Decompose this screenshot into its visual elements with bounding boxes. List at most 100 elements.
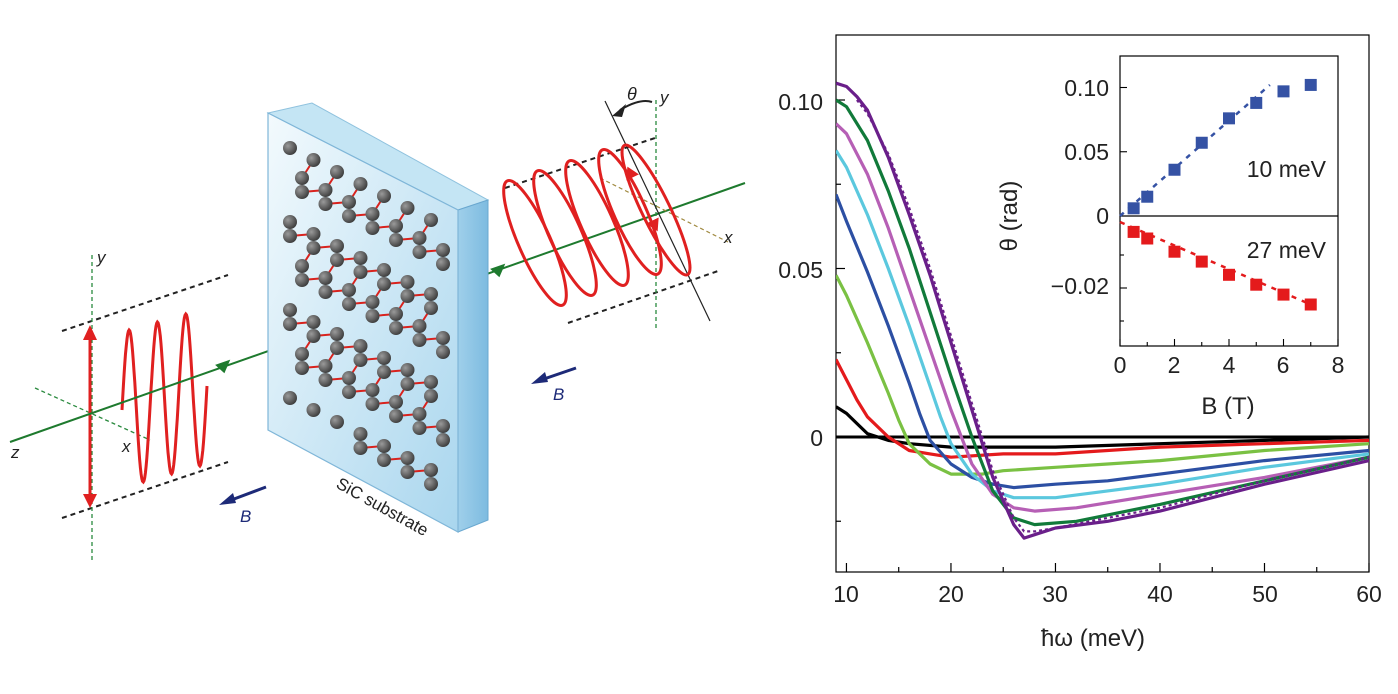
inset-27mev-point: [1127, 225, 1140, 238]
carbon-atom: [424, 477, 438, 491]
inset-27mev-point: [1195, 255, 1208, 268]
inset-top-label: 10 meV: [1247, 156, 1327, 182]
main-xtick-50: 50: [1252, 581, 1278, 607]
inset-x-axis-label: B (T): [1201, 393, 1254, 420]
inset-27mev-points: [1119, 220, 1317, 311]
carbon-atom: [353, 427, 368, 441]
main-ytick-0.05: 0.05: [778, 257, 823, 283]
carbon-atom: [436, 257, 450, 271]
carbon-atom: [377, 277, 391, 291]
carbon-atom: [389, 409, 403, 423]
main-x-axis-label: ħω (meV): [1041, 625, 1145, 652]
carbon-atom: [353, 251, 368, 265]
inset-ytick-0: 0: [1096, 203, 1109, 229]
carbon-atom: [412, 421, 427, 435]
carbon-atom: [377, 263, 391, 277]
b-field-label-right: B: [553, 385, 564, 404]
carbon-atom: [377, 351, 391, 365]
carbon-atom: [412, 245, 427, 259]
rotation-curve-2: [836, 358, 1369, 459]
inset-ticks: [1119, 86, 1339, 346]
x-axis-label-right: x: [723, 228, 733, 247]
carbon-atom: [377, 453, 391, 467]
carbon-atom: [295, 347, 309, 361]
carbon-atom: [389, 219, 403, 233]
carbon-atom: [353, 177, 368, 191]
carbon-atom: [436, 419, 450, 433]
inset-10mev-point: [1304, 78, 1317, 91]
carbon-atom: [400, 201, 415, 215]
carbon-atom: [295, 259, 309, 273]
main-xtick-20: 20: [938, 581, 964, 607]
carbon-atom: [400, 465, 415, 479]
inset-xtick-6: 6: [1277, 352, 1290, 378]
helix-loop: [564, 159, 630, 287]
inset-10mev-point: [1127, 202, 1140, 215]
carbon-atom: [365, 221, 380, 235]
rotation-curve-6: [836, 122, 1369, 513]
carbon-atom: [365, 295, 380, 309]
inset-10mev-point: [1250, 96, 1263, 109]
incoming-linear-polarization-wave: [120, 311, 209, 485]
rotation-curves: [836, 81, 1369, 540]
carbon-atom: [353, 339, 368, 353]
rotation-curve-7: [836, 98, 1369, 527]
carbon-atom: [400, 275, 415, 289]
inset-ytick-0.05: 0.05: [1064, 139, 1109, 165]
inset-27mev-point: [1304, 298, 1317, 311]
carbon-atom: [318, 359, 333, 373]
carbon-atom: [306, 403, 321, 417]
carbon-atom: [318, 183, 333, 197]
rotation-spectrum-plot: 0.10 0.05 0 10 20 30 40 50 60 ħω (meV): [778, 34, 1382, 652]
inset-27mev-point: [1277, 288, 1290, 301]
carbon-atom: [365, 397, 380, 411]
carbon-atom: [342, 297, 356, 311]
carbon-atom: [318, 197, 333, 211]
carbon-atom: [424, 213, 438, 227]
carbon-atom: [412, 333, 427, 347]
inset-plot: 10 meV 27 meV 0.10 0.05 0 −0.02 0 2 4 6 …: [996, 55, 1344, 420]
carbon-atom: [318, 285, 333, 299]
inset-27mev-point: [1223, 268, 1235, 281]
carbon-atom: [365, 383, 380, 397]
carbon-atom: [353, 441, 368, 455]
main-xtick-10: 10: [833, 581, 859, 607]
carbon-atom: [353, 353, 368, 367]
sic-substrate: [266, 102, 490, 534]
inset-27mev-point: [1168, 245, 1181, 258]
carbon-atom: [330, 341, 344, 355]
inset-xtick-4: 4: [1223, 352, 1236, 378]
inset-10mev-point: [1168, 163, 1181, 176]
carbon-atom: [295, 171, 309, 185]
main-ytick-0: 0: [810, 425, 823, 451]
carbon-atom: [330, 253, 344, 267]
y-axis-label-right: y: [659, 88, 670, 107]
magnetic-field-arrow-right: [531, 366, 577, 384]
carbon-atom: [318, 373, 333, 387]
carbon-atom: [400, 289, 415, 303]
outgoing-wave: [502, 100, 729, 330]
carbon-atom: [283, 317, 297, 331]
carbon-atom: [389, 233, 403, 247]
experiment-schematic: SiC substrate z x y x y θ B B: [9, 84, 746, 560]
carbon-atom: [342, 209, 356, 223]
outgoing-elliptical-polarization-wave: [502, 143, 692, 307]
carbon-atom: [400, 451, 415, 465]
carbon-atom: [330, 415, 344, 429]
rotation-curve-1: [836, 405, 1369, 449]
rotation-curve-3: [836, 274, 1369, 476]
carbon-atom: [436, 331, 450, 345]
carbon-atom: [377, 365, 391, 379]
carbon-atom: [295, 361, 309, 375]
theory-curve: [856, 99, 1369, 533]
carbon-atom: [424, 287, 438, 301]
carbon-atom: [400, 363, 415, 377]
x-axis-label-left: x: [121, 437, 131, 456]
carbon-atom: [306, 241, 321, 255]
carbon-atom: [412, 407, 427, 421]
carbon-atom: [342, 195, 356, 209]
carbon-atom: [330, 239, 344, 253]
carbon-atom: [295, 185, 309, 199]
main-ytick-0.10: 0.10: [778, 89, 823, 115]
carbon-atom: [283, 215, 297, 229]
